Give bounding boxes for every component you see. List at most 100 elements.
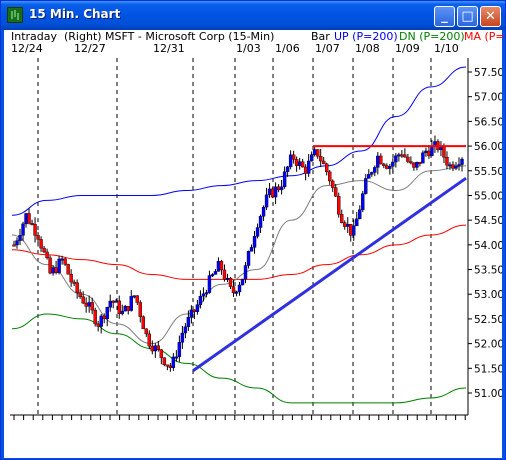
candle-body xyxy=(279,186,284,191)
candle-body xyxy=(379,155,383,165)
candle-body xyxy=(288,154,293,168)
candle-body xyxy=(27,213,31,224)
candle-body xyxy=(48,257,52,274)
candle-body xyxy=(81,296,85,304)
upper-band-legend: UP (P=200) xyxy=(334,30,398,43)
candle-body xyxy=(400,154,404,157)
candle-body xyxy=(138,302,142,317)
candle-body xyxy=(424,150,428,153)
date-label: 1/06 xyxy=(275,42,300,55)
candle-body xyxy=(165,364,170,367)
candle-body xyxy=(324,163,329,173)
candle-body xyxy=(39,239,43,249)
candle-body xyxy=(331,180,335,188)
price-tick-label: 53.50 xyxy=(474,265,502,277)
candle-body xyxy=(210,274,215,277)
candle-body xyxy=(388,166,392,169)
candle-body xyxy=(300,161,305,168)
window-title: 15 Min. Chart xyxy=(29,7,121,21)
candle-body xyxy=(21,223,25,236)
date-label: 1/03 xyxy=(236,42,261,55)
title-bar[interactable]: 15 Min. Chart _ □ ✕ xyxy=(1,1,505,30)
candle-body xyxy=(349,224,353,236)
candle-body xyxy=(78,292,82,297)
candle-body xyxy=(204,292,209,295)
date-label: 12/27 xyxy=(74,42,106,55)
candle-body xyxy=(403,154,407,158)
price-tick-label: 54.50 xyxy=(474,215,502,227)
candle-body xyxy=(54,267,58,273)
candle-body xyxy=(385,165,389,169)
candle-body xyxy=(361,193,365,211)
candle-body xyxy=(222,269,227,280)
price-tick-label: 56.00 xyxy=(474,141,502,153)
candle-body xyxy=(276,186,281,191)
candle-body xyxy=(132,295,136,298)
maximize-button[interactable]: □ xyxy=(457,6,478,27)
candle-body xyxy=(334,187,338,197)
candle-body xyxy=(445,157,449,166)
candle-body xyxy=(189,309,194,318)
candle-body xyxy=(370,172,374,175)
candle-body xyxy=(198,295,203,305)
candle-body xyxy=(123,305,127,312)
candle-body xyxy=(111,300,115,303)
candle-body xyxy=(312,149,317,155)
candle-body xyxy=(87,302,91,307)
date-label: 1/10 xyxy=(434,42,459,55)
candle-body xyxy=(252,236,257,248)
price-tick-label: 55.00 xyxy=(474,190,502,202)
candle-body xyxy=(457,164,461,167)
candle-body xyxy=(72,281,76,284)
candle-body xyxy=(120,310,124,314)
moving-average-legend: MA (P= xyxy=(464,30,505,43)
candle-body xyxy=(321,160,326,165)
lower-band-legend: DN (P=200) xyxy=(399,30,465,43)
candle-body xyxy=(30,223,34,225)
candle-body xyxy=(135,295,139,303)
chart-area[interactable]: Intraday (Right) MSFT - Microsoft Corp (… xyxy=(4,30,505,458)
candle-body xyxy=(129,296,133,311)
candle-body xyxy=(216,260,221,272)
candle-body xyxy=(219,260,224,271)
candle-body xyxy=(213,271,218,275)
candle-body xyxy=(315,149,320,157)
candle-body xyxy=(249,247,254,252)
intraday-label: Intraday xyxy=(11,30,58,43)
candle-body xyxy=(69,273,73,283)
short-moving-average-line xyxy=(11,165,467,345)
price-tick-label: 52.50 xyxy=(474,314,502,326)
candle-body xyxy=(294,159,299,166)
candle-body xyxy=(42,247,46,253)
candle-body xyxy=(328,171,332,182)
price-tick-label: 53.00 xyxy=(474,289,502,301)
candle-body xyxy=(12,244,16,247)
candle-body xyxy=(144,328,148,335)
candle-body xyxy=(99,315,103,327)
candle-body xyxy=(126,305,130,311)
candle-body xyxy=(355,218,359,227)
candle-body xyxy=(225,278,230,280)
upper-band-line xyxy=(11,66,467,216)
candle-body xyxy=(409,161,413,164)
support-trendline[interactable] xyxy=(192,176,467,373)
candle-body xyxy=(195,304,200,312)
minimize-button[interactable]: _ xyxy=(434,6,455,27)
candle-body xyxy=(367,174,371,179)
candle-body xyxy=(415,161,419,168)
candle-body xyxy=(364,178,368,194)
date-label: 12/31 xyxy=(153,42,185,55)
candle-body xyxy=(258,216,263,228)
candle-body xyxy=(159,349,164,358)
candle-body xyxy=(192,309,197,312)
candle-body xyxy=(147,333,152,347)
candle-body xyxy=(352,225,356,236)
price-tick-label: 54.00 xyxy=(474,240,502,252)
date-label: 1/07 xyxy=(315,42,340,55)
candle-body xyxy=(18,235,22,241)
price-chart[interactable]: 57.50 57.00 56.50 56.00 55.50 55.00 54.50 54.00… xyxy=(4,30,502,458)
candle-body xyxy=(397,154,401,157)
candle-body xyxy=(117,300,121,314)
close-button[interactable]: ✕ xyxy=(480,6,501,27)
candle-body xyxy=(303,166,308,174)
